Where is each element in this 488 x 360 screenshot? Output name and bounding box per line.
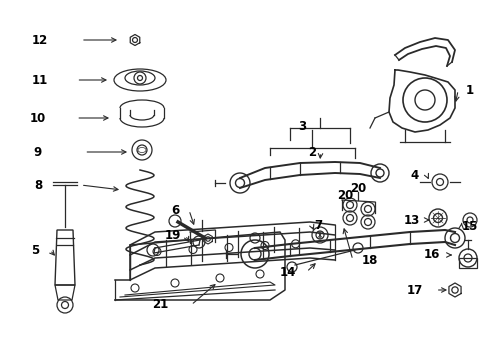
Text: 2: 2 <box>307 145 315 158</box>
Text: 5: 5 <box>31 243 39 257</box>
Text: 11: 11 <box>32 73 48 86</box>
Text: 16: 16 <box>423 248 439 261</box>
Text: 20: 20 <box>336 189 352 202</box>
Text: 3: 3 <box>297 120 305 132</box>
Text: 7: 7 <box>313 219 322 231</box>
Text: 15: 15 <box>461 220 477 233</box>
Text: 1: 1 <box>465 84 473 96</box>
Text: 17: 17 <box>406 284 422 297</box>
Text: 6: 6 <box>170 203 179 216</box>
Text: 21: 21 <box>152 298 168 311</box>
Text: 10: 10 <box>30 112 46 125</box>
Text: 12: 12 <box>32 33 48 46</box>
Text: 8: 8 <box>34 179 42 192</box>
Text: 19: 19 <box>164 229 181 242</box>
Text: 9: 9 <box>34 145 42 158</box>
Text: 20: 20 <box>349 181 366 194</box>
Text: 18: 18 <box>361 253 377 266</box>
Text: 14: 14 <box>279 266 296 279</box>
Text: 4: 4 <box>410 168 418 181</box>
Text: 13: 13 <box>403 213 419 226</box>
